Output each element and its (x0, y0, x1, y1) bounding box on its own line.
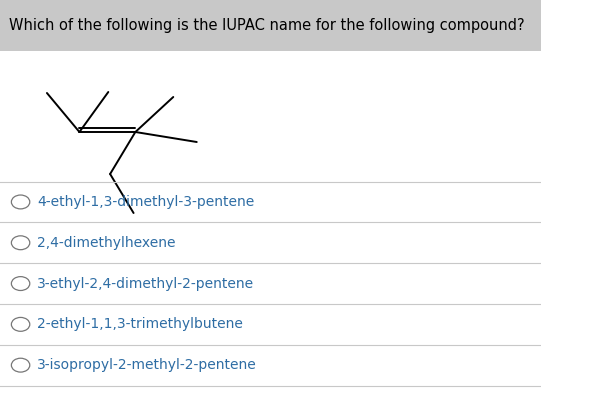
FancyBboxPatch shape (0, 0, 541, 51)
Text: 2-ethyl-1,1,3-trimethylbutene: 2-ethyl-1,1,3-trimethylbutene (37, 317, 242, 331)
Text: 3-ethyl-2,4-dimethyl-2-pentene: 3-ethyl-2,4-dimethyl-2-pentene (37, 277, 254, 290)
Text: 2,4-dimethylhexene: 2,4-dimethylhexene (37, 236, 175, 250)
Text: Which of the following is the IUPAC name for the following compound?: Which of the following is the IUPAC name… (9, 18, 525, 33)
Text: 3-isopropyl-2-methyl-2-pentene: 3-isopropyl-2-methyl-2-pentene (37, 358, 257, 372)
Text: 4-ethyl-1,3-dimethyl-3-pentene: 4-ethyl-1,3-dimethyl-3-pentene (37, 195, 254, 209)
